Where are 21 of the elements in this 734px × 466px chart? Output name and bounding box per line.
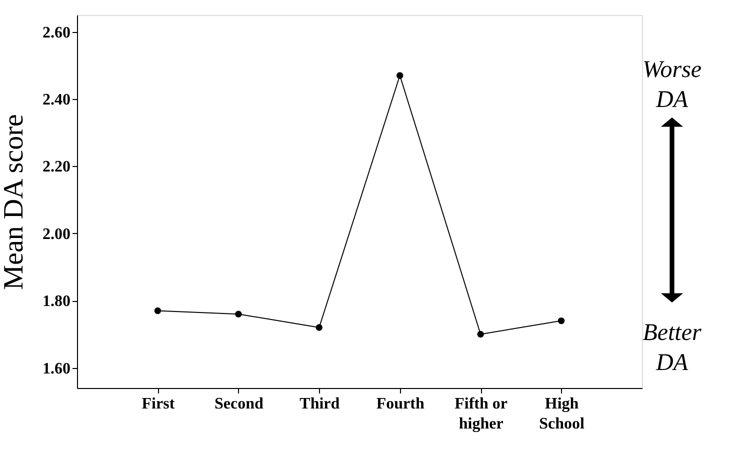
y-tick-label: 2.20 xyxy=(42,158,70,176)
point xyxy=(396,72,404,79)
y-axis-title: Mean DA score xyxy=(0,114,30,290)
y-tick-label: 2.60 xyxy=(42,24,70,42)
point xyxy=(477,330,484,338)
point xyxy=(154,307,162,314)
x-tick-label: First xyxy=(142,396,176,412)
annotation: Worse DA xyxy=(642,57,702,113)
point xyxy=(235,310,242,318)
point xyxy=(558,317,565,324)
y-tick-label: 1.60 xyxy=(42,360,70,378)
y-tick-label: 2.40 xyxy=(42,92,70,109)
y-tick-label: 1.80 xyxy=(42,293,70,310)
x-tick-label: Third xyxy=(300,396,340,412)
x-tick-label: Second xyxy=(214,396,264,412)
x-tick-label: Fifth or higher xyxy=(454,396,508,432)
x-tick-label: High School xyxy=(539,396,586,432)
point xyxy=(316,324,322,331)
y-tick-label: 2.00 xyxy=(42,226,70,243)
x-tick-label: Fourth xyxy=(376,396,424,412)
text: Better DA xyxy=(642,320,702,376)
